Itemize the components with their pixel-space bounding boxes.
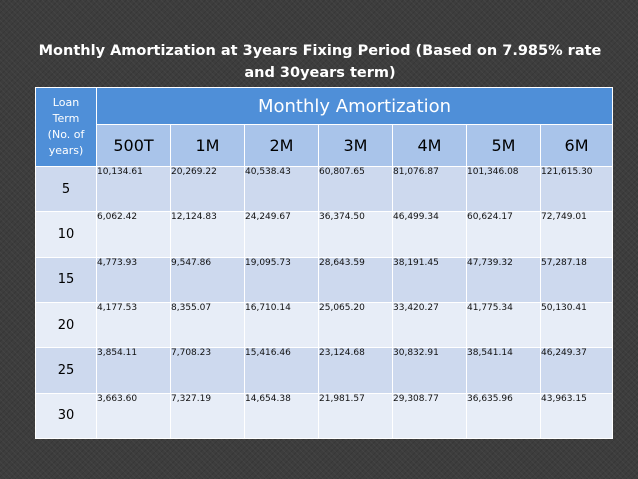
amount-cell: 7,327.19 xyxy=(170,392,245,440)
loan-term-cell: 5 xyxy=(35,165,97,213)
amount-cell: 12,124.83 xyxy=(170,211,245,258)
amount-cell: 23,124.68 xyxy=(318,347,393,394)
amount-cell: 7,708.23 xyxy=(170,347,245,394)
table-row: 20 4,177.53 8,355.07 16,710.14 25,065.20… xyxy=(35,301,614,349)
amount-cell: 4,773.93 xyxy=(96,256,171,303)
amount-cell: 16,710.14 xyxy=(244,301,319,349)
corner-line: Loan xyxy=(52,96,80,109)
amount-cell: 72,749.01 xyxy=(539,211,614,258)
amount-cell: 41,775.34 xyxy=(466,301,541,349)
column-header: 4M xyxy=(392,124,467,167)
amount-cell: 60,807.65 xyxy=(318,165,393,213)
amount-cell: 10,134.61 xyxy=(96,165,171,213)
amount-cell: 3,663.60 xyxy=(96,392,171,440)
amount-cell: 20,269.22 xyxy=(170,165,245,213)
loan-term-cell: 20 xyxy=(35,301,97,349)
amount-cell: 3,854.11 xyxy=(96,347,171,394)
slide-title: Monthly Amortization at 3years Fixing Pe… xyxy=(38,43,602,81)
amount-cell: 6,062.42 xyxy=(96,211,171,258)
column-header: 5M xyxy=(466,124,541,167)
amount-cell: 24,249.67 xyxy=(244,211,319,258)
amount-cell: 36,635.96 xyxy=(466,392,541,440)
amount-cell: 9,547.86 xyxy=(170,256,245,303)
table-row: 30 3,663.60 7,327.19 14,654.38 21,981.57… xyxy=(35,392,614,440)
amount-cell: 36,374.50 xyxy=(318,211,393,258)
amount-cell: 25,065.20 xyxy=(318,301,393,349)
amount-cell: 38,541.14 xyxy=(466,347,541,394)
table-row: 25 3,854.11 7,708.23 15,416.46 23,124.68… xyxy=(35,347,614,394)
amount-cell: 30,832.91 xyxy=(392,347,467,394)
amount-cell: 46,249.37 xyxy=(539,347,614,394)
table-row: 5 10,134.61 20,269.22 40,538.43 60,807.6… xyxy=(35,165,614,213)
column-header: 3M xyxy=(318,124,393,167)
amount-cell: 50,130.41 xyxy=(539,301,614,349)
amount-cell: 121,615.30 xyxy=(539,165,614,213)
loan-term-cell: 25 xyxy=(35,347,97,394)
corner-line: years) xyxy=(48,144,84,157)
amount-cell: 14,654.38 xyxy=(244,392,319,440)
amount-cell: 8,355.07 xyxy=(170,301,245,349)
column-header: 1M xyxy=(170,124,245,167)
loan-term-cell: 30 xyxy=(35,392,97,440)
table-row: 15 4,773.93 9,547.86 19,095.73 28,643.59… xyxy=(35,256,614,303)
amortization-table: Loan Term (No. of years) Monthly Amortiz… xyxy=(35,87,614,440)
amount-cell: 33,420.27 xyxy=(392,301,467,349)
amount-cell: 101,346.08 xyxy=(466,165,541,213)
loan-term-header: Loan Term (No. of years) xyxy=(35,87,97,167)
amount-cell: 4,177.53 xyxy=(96,301,171,349)
loan-term-cell: 10 xyxy=(35,211,97,258)
column-header: 6M xyxy=(539,124,614,167)
amount-cell: 40,538.43 xyxy=(244,165,319,213)
monthly-amortization-header: Monthly Amortization xyxy=(95,87,614,125)
amount-cell: 19,095.73 xyxy=(244,256,319,303)
corner-line: (No. of xyxy=(47,128,85,141)
column-header: 2M xyxy=(244,124,319,167)
amount-cell: 15,416.46 xyxy=(244,347,319,394)
amount-cell: 81,076.87 xyxy=(392,165,467,213)
column-header-row: 500T 1M 2M 3M 4M 5M 6M xyxy=(36,124,614,167)
amount-cell: 60,624.17 xyxy=(466,211,541,258)
amount-cell: 43,963.15 xyxy=(539,392,614,440)
amount-cell: 29,308.77 xyxy=(392,392,467,440)
amount-cell: 28,643.59 xyxy=(318,256,393,303)
corner-line: Term xyxy=(52,112,80,125)
amount-cell: 47,739.32 xyxy=(466,256,541,303)
table-row: 10 6,062.42 12,124.83 24,249.67 36,374.5… xyxy=(35,211,614,258)
amount-cell: 57,287.18 xyxy=(539,256,614,303)
group-header-row: Loan Term (No. of years) Monthly Amortiz… xyxy=(35,87,614,167)
amount-cell: 38,191.45 xyxy=(392,256,467,303)
amount-cell: 21,981.57 xyxy=(318,392,393,440)
loan-term-cell: 15 xyxy=(35,256,97,303)
amount-cell: 46,499.34 xyxy=(392,211,467,258)
column-header: 500T xyxy=(96,124,171,167)
